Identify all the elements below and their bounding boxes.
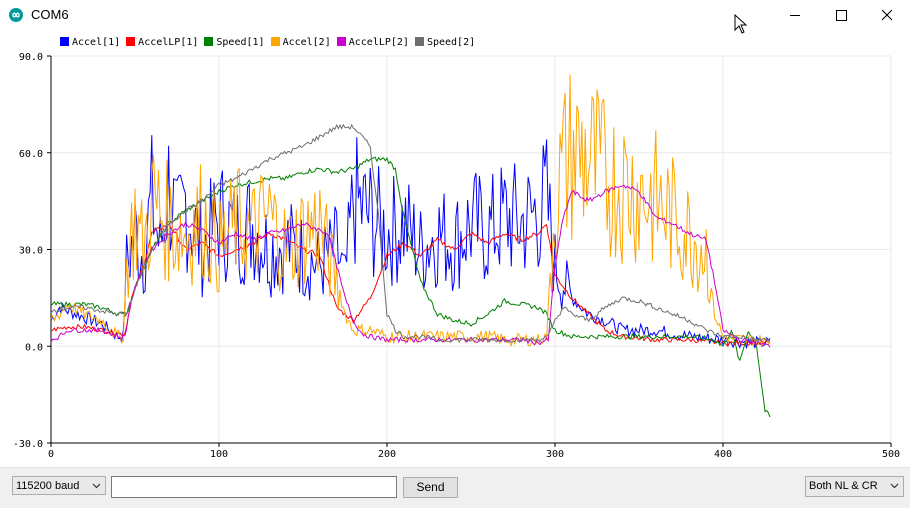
maximize-button[interactable] [818,0,864,31]
footer-bar: 115200 baud Send Both NL & CR [0,467,910,508]
window-title: COM6 [31,7,69,22]
arduino-infinity-icon [9,8,23,22]
series-line [50,74,771,348]
legend-item: AccelLP[2] [336,37,409,48]
legend-item: Speed[2] [414,37,476,48]
y-tick-label: 0.0 [25,342,43,353]
series-line [50,156,771,418]
series-line [50,222,771,347]
y-tick-label: 30.0 [19,246,43,257]
legend-label: Accel[2] [282,37,331,48]
send-button[interactable]: Send [403,477,458,498]
chevron-down-icon [890,483,899,489]
legend-swatch [126,37,136,46]
legend-item: Accel[2] [270,37,331,48]
legend-item: AccelLP[1] [126,37,198,48]
mouse-cursor-icon [734,13,748,39]
x-tick-label: 0 [48,449,54,460]
legend-swatch [270,37,280,46]
legend-item: Speed[1] [204,37,265,48]
title-bar: COM6 [0,0,910,34]
chart-legend: Accel[1] AccelLP[1] Speed[1] Accel[2] AccelL… [60,37,481,53]
chevron-down-icon [92,483,101,489]
y-tick-label: 90.0 [19,52,43,63]
x-tick-label: 500 [882,449,900,460]
x-tick-label: 400 [714,449,732,460]
x-tick-label: 300 [546,449,564,460]
legend-label: Accel[1] [72,37,121,48]
close-button[interactable] [864,0,910,31]
serial-plotter-chart: 0 100 200 300 400 500 90.0 60.0 30.0 0.0 -30.0 [0,52,910,466]
legend-swatch [60,37,69,46]
line-ending-select[interactable]: Both NL & CR [805,476,904,497]
baud-rate-select[interactable]: 115200 baud [12,476,106,495]
close-icon [881,9,893,21]
maximize-icon [836,10,847,21]
legend-swatch [336,37,346,46]
x-tick-label: 200 [378,449,396,460]
y-tick-label: -30.0 [13,439,43,450]
y-tick-label: 60.0 [19,149,43,160]
legend-swatch [414,37,424,46]
legend-label: AccelLP[2] [348,37,409,48]
x-tick-label: 100 [210,449,228,460]
minimize-button[interactable] [772,0,818,31]
plot-svg: 0 100 200 300 400 500 90.0 60.0 30.0 0.0 -30.0 [13,52,900,460]
series-line [50,135,771,349]
legend-item: Accel[1] [60,37,120,48]
legend-swatch [204,37,214,46]
minimize-icon [790,15,800,16]
legend-label: AccelLP[1] [138,37,199,48]
baud-rate-label: 115200 baud [16,480,80,492]
line-ending-label: Both NL & CR [809,480,878,492]
legend-label: Speed[1] [216,37,265,48]
legend-label: Speed[2] [426,37,476,48]
serial-input-field[interactable] [111,476,397,498]
series-line [50,123,771,343]
